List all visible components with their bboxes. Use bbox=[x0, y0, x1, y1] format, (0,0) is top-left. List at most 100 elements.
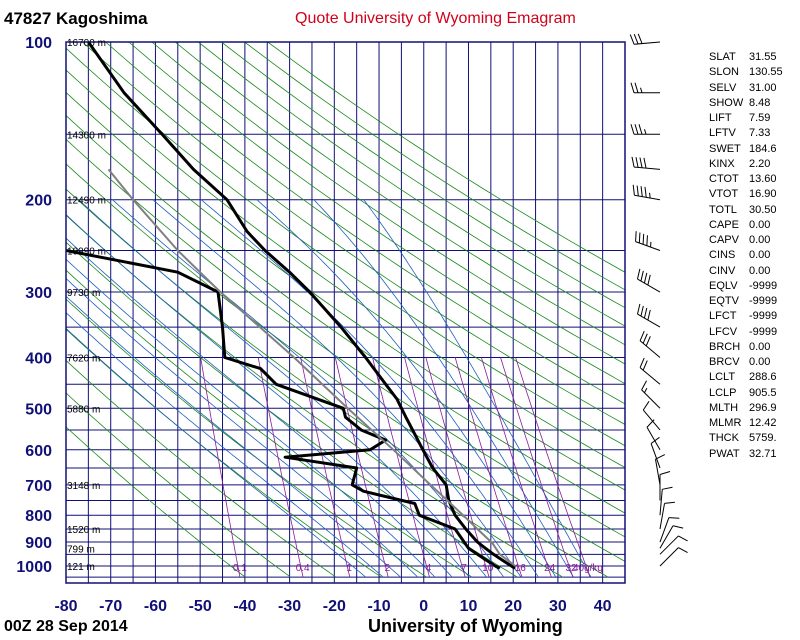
wind-barb-staff bbox=[654, 459, 661, 485]
index-value: 8.48 bbox=[749, 96, 771, 109]
moist-adiabat bbox=[256, 199, 557, 578]
wind-barb-feather bbox=[647, 274, 651, 286]
wind-barb-feather bbox=[678, 547, 688, 554]
index-value: 130.55 bbox=[749, 66, 783, 79]
x-tick-label: 40 bbox=[594, 598, 612, 615]
wind-barb bbox=[631, 156, 661, 170]
index-key: CAPE bbox=[709, 218, 739, 231]
index-value: -9999 bbox=[749, 310, 778, 323]
wind-barb-staff bbox=[646, 426, 661, 451]
wind-barb-feather bbox=[640, 305, 644, 317]
wind-barb-staff bbox=[659, 547, 679, 567]
index-key: KINX bbox=[709, 157, 735, 170]
adiabat-lines bbox=[66, 42, 625, 578]
index-row: LFCT -9999 bbox=[709, 309, 783, 324]
index-key: CTOT bbox=[709, 173, 739, 185]
mixing-ratio-label: 32 bbox=[565, 563, 577, 574]
wind-barb bbox=[630, 124, 660, 135]
height-label: 16700 m bbox=[67, 38, 106, 49]
height-label: 9730 m bbox=[67, 288, 100, 299]
height-label: 14300 m bbox=[67, 130, 106, 141]
wind-barb-staff bbox=[642, 409, 661, 431]
index-row: LFTV 7.33 bbox=[709, 126, 783, 141]
y-tick-label: 800 bbox=[25, 508, 52, 525]
height-label: 7620 m bbox=[67, 353, 100, 364]
index-value: 12.42 bbox=[749, 417, 777, 429]
moist-adiabat bbox=[313, 199, 574, 578]
dry-adiabat bbox=[66, 298, 427, 578]
index-value: 0.00 bbox=[749, 356, 771, 368]
mixing-ratio-line bbox=[404, 357, 466, 578]
index-key: MLTH bbox=[709, 401, 739, 414]
index-row: BRCH 0.00 bbox=[709, 340, 783, 355]
x-tick-label: -70 bbox=[99, 598, 122, 615]
wind-barb bbox=[659, 517, 680, 543]
index-row: SLON 130.55 bbox=[709, 65, 783, 80]
index-row: LCLT 288.6 bbox=[709, 370, 783, 385]
wind-barb-half-feather bbox=[649, 192, 651, 199]
wind-barb-half-feather bbox=[644, 129, 647, 135]
dry-adiabat bbox=[66, 214, 563, 578]
wind-barb bbox=[650, 436, 661, 469]
dry-adiabat bbox=[66, 241, 518, 578]
wind-barb-feather bbox=[630, 82, 635, 93]
wind-barb-feather bbox=[634, 124, 639, 135]
index-row: THCK 5759. bbox=[709, 431, 783, 446]
moist-adiabat bbox=[66, 214, 470, 578]
index-key: LCLT bbox=[709, 371, 736, 384]
wind-barb-feather bbox=[642, 233, 645, 245]
series-parcel-line bbox=[107, 168, 517, 567]
x-tick-label: -80 bbox=[54, 598, 77, 615]
dry-adiabat bbox=[151, 42, 625, 365]
wind-barb bbox=[659, 486, 673, 516]
height-label: 3148 m bbox=[67, 481, 100, 492]
index-key: MLMR bbox=[709, 417, 742, 429]
index-value: -9999 bbox=[749, 279, 778, 292]
wind-barb-feather bbox=[636, 268, 641, 280]
series-temperature-line bbox=[87, 42, 516, 570]
wind-barb-feather bbox=[642, 333, 648, 344]
index-value: -9999 bbox=[749, 295, 778, 307]
index-value: 288.6 bbox=[749, 371, 777, 384]
wind-barb-feather bbox=[643, 272, 648, 284]
index-key: TOTL bbox=[709, 203, 737, 216]
index-row: LCLP 905.5 bbox=[709, 386, 783, 401]
mixing-ratio-label: 16 bbox=[515, 563, 527, 574]
wind-barb-feather bbox=[634, 82, 639, 93]
y-tick-label: 100 bbox=[25, 35, 52, 52]
wind-barb bbox=[659, 535, 688, 555]
index-key: SLAT bbox=[709, 51, 736, 63]
wind-barb-staff bbox=[641, 389, 661, 409]
mixing-ratio-lines bbox=[200, 357, 591, 578]
mixing-ratio-label: 40g/kg bbox=[573, 563, 603, 574]
wind-barb-staff bbox=[659, 517, 670, 543]
index-value: 13.60 bbox=[749, 173, 777, 185]
wind-barb-feather bbox=[638, 232, 641, 244]
wind-barb-staff bbox=[634, 166, 661, 170]
wind-barb-staff bbox=[650, 443, 661, 469]
index-row: CAPE 0.00 bbox=[709, 218, 783, 233]
wind-barb-feather bbox=[640, 270, 644, 282]
index-key: PWAT bbox=[709, 447, 740, 460]
wind-barbs bbox=[629, 33, 688, 567]
index-key: CAPV bbox=[709, 234, 739, 246]
index-row: SELV 31.00 bbox=[709, 81, 783, 96]
wind-barb-feather bbox=[678, 535, 688, 542]
moist-adiabat bbox=[66, 295, 401, 578]
wind-barb-staff bbox=[635, 241, 661, 251]
index-key: SHOW bbox=[709, 96, 744, 109]
wind-barb-staff bbox=[637, 278, 661, 293]
index-row: EQLV -9999 bbox=[709, 279, 783, 294]
dry-adiabat bbox=[66, 91, 625, 491]
wind-barb-feather bbox=[650, 436, 660, 444]
index-row: SWET 184.6 bbox=[709, 142, 783, 157]
index-row: KINX 2.20 bbox=[709, 157, 783, 172]
dry-adiabat bbox=[66, 47, 625, 447]
index-key: BRCH bbox=[709, 340, 741, 353]
wind-barb-feather bbox=[647, 309, 651, 321]
mixing-ratio-label: 10 bbox=[482, 563, 494, 574]
x-tick-label: -50 bbox=[189, 598, 212, 615]
x-tick-label: 20 bbox=[504, 598, 522, 615]
height-label: 5880 m bbox=[67, 404, 100, 415]
dry-adiabat bbox=[221, 42, 625, 309]
